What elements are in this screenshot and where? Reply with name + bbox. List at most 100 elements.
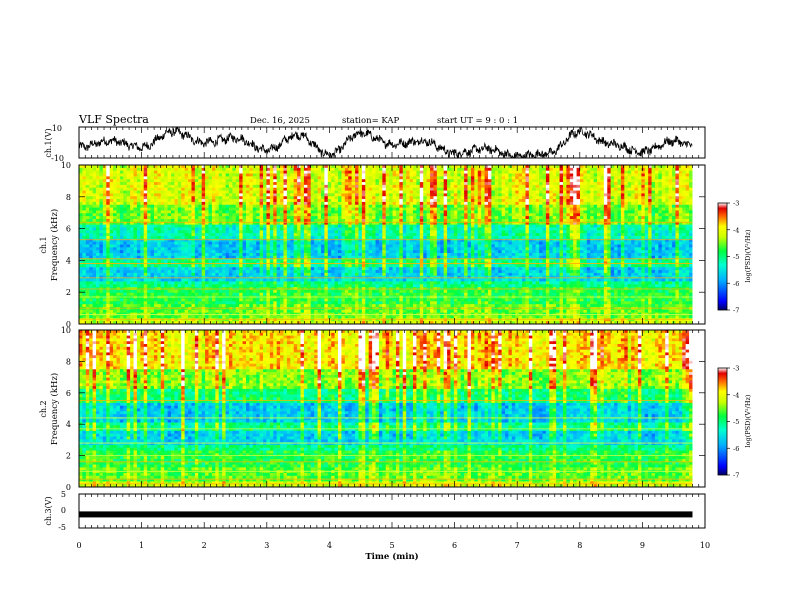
ch1-spec-cell	[93, 179, 97, 182]
ch1-spec-cell	[229, 219, 233, 222]
ch1-spec-cell	[147, 174, 151, 177]
ch1-spec-cell	[151, 171, 155, 174]
ch1-spec-cell	[147, 253, 151, 256]
ch1-spec-cell	[249, 247, 253, 250]
ch1-spec-cell	[219, 281, 223, 284]
ch1-spec-cell	[212, 273, 216, 276]
ch1-spec-cell	[144, 193, 148, 196]
ch1-spec-cell	[137, 264, 141, 267]
ch1-spec-cell	[239, 196, 243, 199]
ch1-spec-cell	[188, 304, 192, 307]
ch1-spec-cell	[222, 253, 226, 256]
ch1-spec-cell	[239, 270, 243, 273]
ch1-spec-cell	[106, 262, 110, 265]
ch1-spec-cell	[212, 307, 216, 310]
ch1-spec-cell	[161, 290, 165, 293]
ch1-spec-cell	[243, 171, 247, 174]
ch1-spec-cell	[116, 191, 120, 194]
ch1-spec-cell	[151, 301, 155, 304]
ch1-spec-cell	[178, 193, 182, 196]
ch1-spec-cell	[154, 171, 158, 174]
ch1-spec-cell	[89, 179, 93, 182]
ch1-spec-cell	[103, 267, 107, 270]
ch1-spec-cell	[209, 230, 213, 233]
ch1-spec-cell	[178, 227, 182, 230]
ch1-spec-cell	[147, 213, 151, 216]
ch1-spec-cell	[202, 242, 206, 245]
ch1-spec-cell	[188, 182, 192, 185]
ch1-spec-cell	[243, 208, 247, 211]
ch1-spec-cell	[161, 242, 165, 245]
ch1-spec-cell	[178, 290, 182, 293]
ch1-spec-cell	[137, 245, 141, 248]
ch1-spec-cell	[191, 242, 195, 245]
ch1-spec-cell	[181, 188, 185, 191]
ch1-spec-cell	[140, 253, 144, 256]
ch1-spec-cell	[181, 236, 185, 239]
ch1-spec-cell	[144, 205, 148, 208]
ch1-spec-cell	[178, 230, 182, 233]
ch1-spec-cell	[205, 179, 209, 182]
ch1-spec-cell	[171, 276, 175, 279]
ch1-spec-cell	[229, 245, 233, 248]
ch1-spec-cell	[205, 267, 209, 270]
ch1-spec-cell	[120, 193, 124, 196]
ch1-spec-cell	[181, 205, 185, 208]
ch1-spec-cell	[113, 247, 117, 250]
ch1-spec-cell	[243, 196, 247, 199]
ch1-spec-cell	[246, 301, 250, 304]
ch1-spec-cell	[96, 276, 100, 279]
ch1-spec-cell	[205, 230, 209, 233]
ch1-spec-cell	[202, 310, 206, 313]
ch1-spec-cell	[202, 174, 206, 177]
ch1-spec-cell	[168, 290, 172, 293]
ch1-spec-cell	[106, 168, 110, 171]
ch1-spec-cell	[110, 267, 114, 270]
ch1-spec-cell	[134, 216, 138, 219]
ch1-spec-cell	[103, 250, 107, 253]
ch1-spec-cell	[198, 188, 202, 191]
ch1-spec-cell	[219, 205, 223, 208]
ch1-spec-cell	[110, 193, 114, 196]
ch1-spec-cell	[140, 179, 144, 182]
ch1-spec-cell	[110, 199, 114, 202]
ch1-spec-cell	[222, 290, 226, 293]
ch1-spec-cell	[123, 247, 127, 250]
ch1-spec-cell	[99, 270, 103, 273]
ch1-spec-cell	[96, 219, 100, 222]
ch1-spec-cell	[99, 182, 103, 185]
ch1-spec-cell	[198, 318, 202, 321]
ch1-spec-cell	[219, 242, 223, 245]
ch1-spec-cell	[106, 290, 110, 293]
ch1-spec-cell	[82, 210, 86, 213]
ch1-spec-cell	[198, 239, 202, 242]
ch1-spec-cell	[86, 196, 90, 199]
ch1-spec-cell	[174, 290, 178, 293]
ch1-spec-cell	[215, 199, 219, 202]
ch1-spec-cell	[123, 213, 127, 216]
ch1-spec-cell	[96, 174, 100, 177]
ch1-spec-cell	[215, 310, 219, 313]
ch1-spec-cell	[198, 293, 202, 296]
ch1-spec-cell	[232, 210, 236, 213]
ch1-spec-cell	[79, 174, 83, 177]
ch1-spec-cell	[137, 298, 141, 301]
ch1-spec-cell	[174, 267, 178, 270]
ch1-spec-cell	[137, 267, 141, 270]
ch1-spec-cell	[120, 202, 124, 205]
ch1-spec-cell	[215, 185, 219, 188]
ch1-spec-cell	[79, 213, 83, 216]
ch1-spec-cell	[134, 250, 138, 253]
ch1-spec-cell	[205, 276, 209, 279]
ch1-spec-cell	[212, 247, 216, 250]
ch1-spec-cell	[246, 279, 250, 282]
ch1-spec-cell	[243, 213, 247, 216]
ch1-spec-cell	[188, 273, 192, 276]
ch1-spec-cell	[157, 213, 161, 216]
ch1-spec-cell	[212, 233, 216, 236]
ch1-spec-cell	[168, 245, 172, 248]
ch1-spec-cell	[99, 199, 103, 202]
ch1-spec-cell	[93, 216, 97, 219]
ch1-spec-cell	[174, 193, 178, 196]
ch1-spec-cell	[93, 227, 97, 230]
